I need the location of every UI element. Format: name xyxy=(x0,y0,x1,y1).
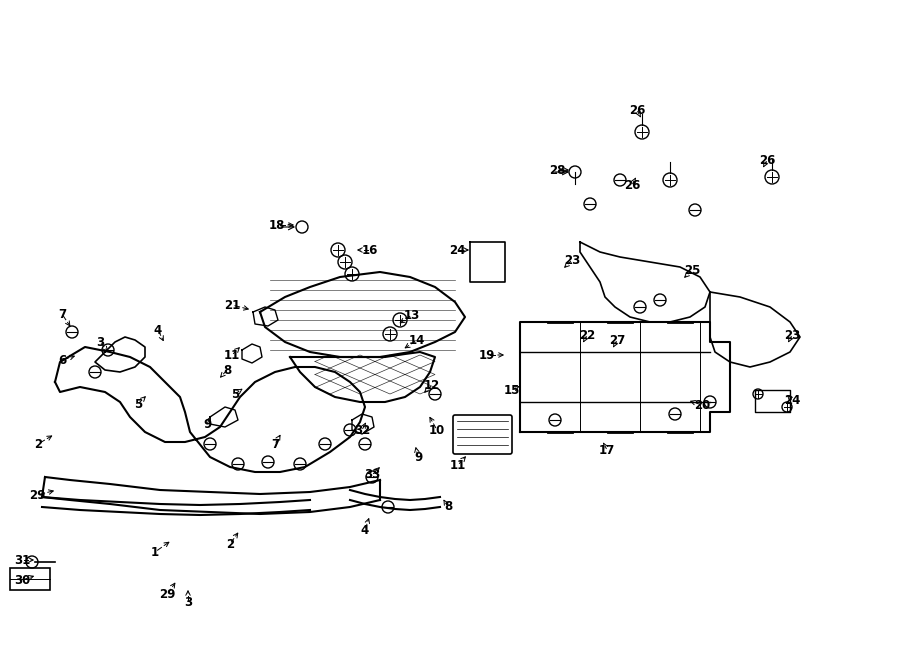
Text: 2: 2 xyxy=(34,438,42,451)
Text: 27: 27 xyxy=(609,334,626,346)
Text: 12: 12 xyxy=(424,379,440,391)
Text: 9: 9 xyxy=(414,451,422,463)
Text: 18: 18 xyxy=(269,218,285,232)
Text: 16: 16 xyxy=(362,244,378,256)
Text: 29: 29 xyxy=(158,589,176,602)
Text: 11: 11 xyxy=(450,459,466,471)
Text: 14: 14 xyxy=(409,334,425,346)
Text: 32: 32 xyxy=(354,424,370,436)
Text: 9: 9 xyxy=(202,418,211,430)
Text: 8: 8 xyxy=(444,500,452,514)
Text: 24: 24 xyxy=(449,244,465,256)
FancyBboxPatch shape xyxy=(453,415,512,454)
Text: 29: 29 xyxy=(29,489,45,502)
Text: 1: 1 xyxy=(151,545,159,559)
Text: 7: 7 xyxy=(271,438,279,451)
Text: 26: 26 xyxy=(629,103,645,117)
Text: 6: 6 xyxy=(58,354,66,367)
Text: 2: 2 xyxy=(226,538,234,551)
Text: 30: 30 xyxy=(14,573,30,587)
Text: 33: 33 xyxy=(364,469,380,481)
Text: 5: 5 xyxy=(231,387,239,401)
Text: 21: 21 xyxy=(224,299,240,312)
Text: 15: 15 xyxy=(504,383,520,397)
Text: 4: 4 xyxy=(361,524,369,536)
Text: 31: 31 xyxy=(14,553,30,567)
Text: 19: 19 xyxy=(479,348,495,361)
Text: 23: 23 xyxy=(564,254,580,267)
Text: 26: 26 xyxy=(624,179,640,191)
Text: 11: 11 xyxy=(224,348,240,361)
Text: 26: 26 xyxy=(759,154,775,167)
Text: 8: 8 xyxy=(223,363,231,377)
Text: 10: 10 xyxy=(429,424,445,436)
Text: 20: 20 xyxy=(694,399,710,412)
Text: 5: 5 xyxy=(134,397,142,410)
Text: 13: 13 xyxy=(404,308,420,322)
Text: 25: 25 xyxy=(684,263,700,277)
Text: 22: 22 xyxy=(579,328,595,342)
Text: 4: 4 xyxy=(154,324,162,336)
Text: 23: 23 xyxy=(784,328,800,342)
Text: 3: 3 xyxy=(96,336,104,348)
Text: 28: 28 xyxy=(549,164,565,177)
Text: 7: 7 xyxy=(58,308,66,320)
Text: 3: 3 xyxy=(184,596,192,608)
Bar xyxy=(10,568,50,590)
Text: 24: 24 xyxy=(784,393,800,406)
Text: 17: 17 xyxy=(598,444,615,457)
